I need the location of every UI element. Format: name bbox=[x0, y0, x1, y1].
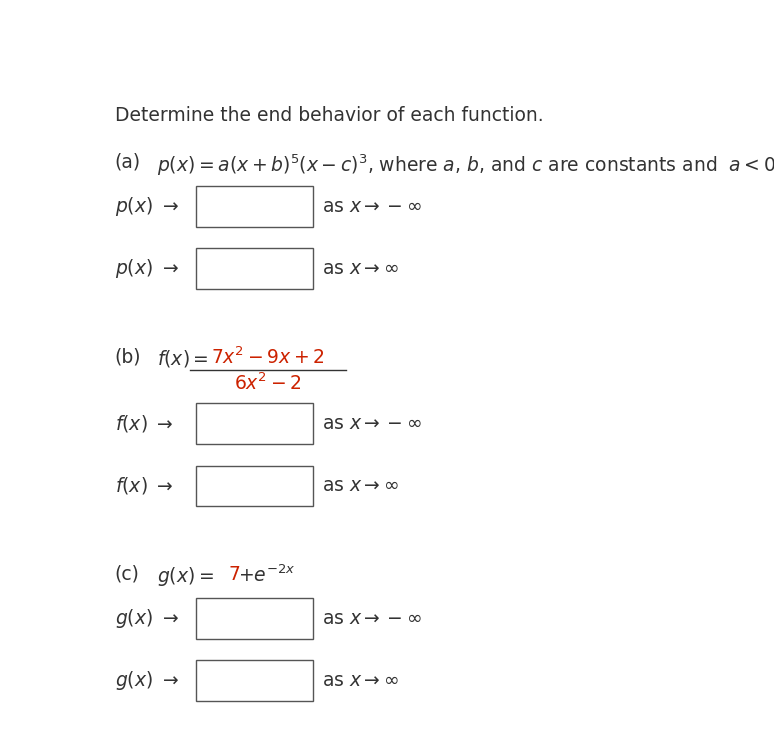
Text: $7x^2 - 9x + 2$: $7x^2 - 9x + 2$ bbox=[211, 347, 324, 368]
Text: as $x \rightarrow \infty$: as $x \rightarrow \infty$ bbox=[322, 671, 399, 690]
Text: as $x \rightarrow -\infty$: as $x \rightarrow -\infty$ bbox=[322, 197, 422, 216]
Text: (b): (b) bbox=[115, 347, 141, 366]
FancyBboxPatch shape bbox=[196, 465, 313, 507]
Text: $f(x) =$: $f(x) =$ bbox=[156, 347, 208, 369]
Text: (c): (c) bbox=[115, 565, 139, 584]
Text: $g(x) =$: $g(x) =$ bbox=[156, 565, 214, 588]
Text: as $x \rightarrow -\infty$: as $x \rightarrow -\infty$ bbox=[322, 609, 422, 628]
Text: $+ e^{-2x}$: $+ e^{-2x}$ bbox=[238, 565, 296, 586]
Text: as $x \rightarrow \infty$: as $x \rightarrow \infty$ bbox=[322, 259, 399, 278]
Text: $g(x)$ $\rightarrow$: $g(x)$ $\rightarrow$ bbox=[115, 607, 179, 630]
FancyBboxPatch shape bbox=[196, 248, 313, 289]
FancyBboxPatch shape bbox=[196, 598, 313, 639]
Text: $7$: $7$ bbox=[228, 565, 240, 584]
Text: $g(x)$ $\rightarrow$: $g(x)$ $\rightarrow$ bbox=[115, 669, 179, 692]
Text: $6x^2 - 2$: $6x^2 - 2$ bbox=[234, 373, 302, 394]
Text: as $x \rightarrow -\infty$: as $x \rightarrow -\infty$ bbox=[322, 414, 422, 433]
Text: $p(x) = a(x + b)^5(x - c)^3$, where $a$, $b$, and $c$ are constants and  $a < 0$: $p(x) = a(x + b)^5(x - c)^3$, where $a$,… bbox=[156, 153, 774, 178]
Text: $f(x)$ $\rightarrow$: $f(x)$ $\rightarrow$ bbox=[115, 413, 173, 434]
Text: as $x \rightarrow \infty$: as $x \rightarrow \infty$ bbox=[322, 476, 399, 496]
Text: $f(x)$ $\rightarrow$: $f(x)$ $\rightarrow$ bbox=[115, 476, 173, 496]
FancyBboxPatch shape bbox=[196, 403, 313, 444]
FancyBboxPatch shape bbox=[196, 186, 313, 226]
Text: $p(x)$ $\rightarrow$: $p(x)$ $\rightarrow$ bbox=[115, 195, 179, 218]
Text: $p(x)$ $\rightarrow$: $p(x)$ $\rightarrow$ bbox=[115, 257, 179, 280]
Text: Determine the end behavior of each function.: Determine the end behavior of each funct… bbox=[115, 106, 543, 125]
FancyBboxPatch shape bbox=[196, 660, 313, 701]
Text: (a): (a) bbox=[115, 153, 141, 172]
